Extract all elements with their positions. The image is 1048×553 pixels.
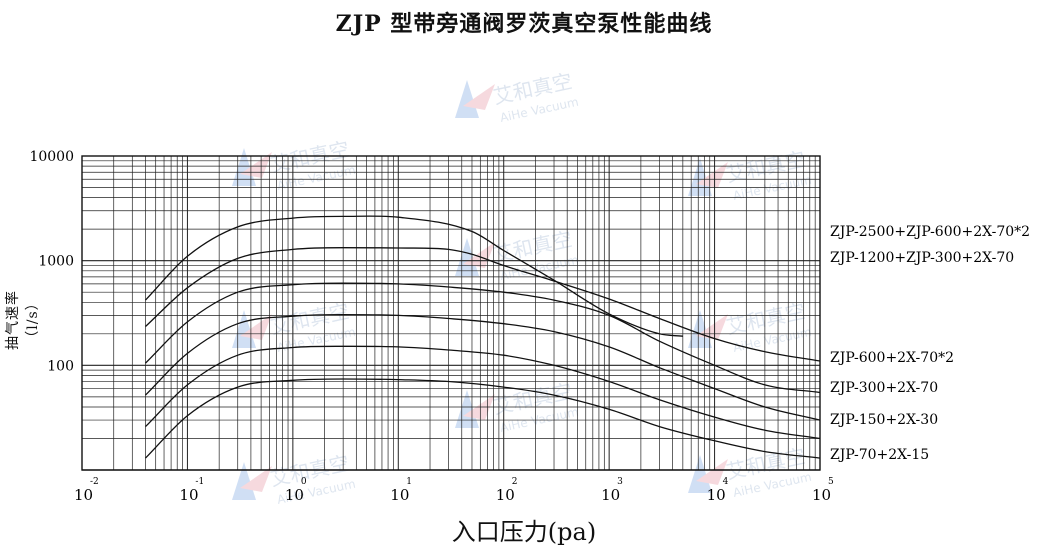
series-line: [145, 345, 821, 440]
watermark-logo-icon: [688, 158, 712, 196]
x-tick-exponent: -2: [90, 477, 99, 487]
y-tick-label: 10000: [29, 149, 74, 165]
watermark-logo-icon: [455, 390, 479, 428]
watermark-logo-icon: [688, 310, 712, 348]
watermark-logo-icon: [688, 455, 712, 493]
watermark-logo-icon: [455, 238, 479, 276]
x-tick-label: 10: [285, 486, 304, 504]
x-tick-label: 10: [601, 486, 620, 504]
x-tick-exponent: 5: [828, 477, 834, 487]
watermark-logo-accent-icon: [463, 84, 495, 110]
series-label: ZJP-150+2X-30: [830, 412, 938, 428]
watermark-logo-icon: [455, 80, 479, 118]
series-line: [145, 282, 821, 394]
y-tick-label: 100: [47, 358, 74, 374]
watermark-logo-accent-icon: [240, 466, 272, 492]
watermark-logo-accent-icon: [463, 242, 495, 268]
y-tick-label: 1000: [38, 254, 74, 270]
series-line: [145, 215, 683, 337]
series-label: ZJP-300+2X-70: [830, 380, 938, 396]
watermark-logo-accent-icon: [696, 459, 728, 485]
x-tick-exponent: 3: [617, 477, 623, 487]
plot-frame: [81, 155, 821, 471]
watermark-logo-accent-icon: [696, 162, 728, 188]
x-axis-label: 入口压力(pa): [451, 518, 597, 546]
x-tick-exponent: 0: [301, 477, 307, 487]
series-line: [145, 378, 821, 459]
x-tick-exponent: 1: [406, 477, 412, 487]
watermark-logo-accent-icon: [240, 152, 272, 178]
series-line: [145, 247, 821, 362]
series-line: [145, 313, 821, 421]
x-tick-label: 10: [390, 486, 409, 504]
series-label: ZJP-600+2X-70*2: [830, 350, 954, 366]
series-label: ZJP-2500+ZJP-600+2X-70*2: [830, 224, 1030, 240]
x-tick-label: 10: [812, 486, 831, 504]
x-tick-exponent: -1: [195, 477, 204, 487]
x-tick-label: 10: [179, 486, 198, 504]
watermark-logo-icon: [232, 462, 256, 500]
x-tick-label: 10: [74, 486, 93, 504]
x-tick-label: 10: [496, 486, 515, 504]
x-tick-label: 10: [707, 486, 726, 504]
series-label: ZJP-1200+ZJP-300+2X-70: [830, 250, 1014, 266]
chart-title: ZJP 型带旁通阀罗茨真空泵性能曲线: [335, 11, 713, 37]
x-tick-exponent: 2: [512, 477, 518, 487]
x-tick-exponent: 4: [723, 477, 729, 487]
series-label: ZJP-70+2X-15: [830, 447, 929, 463]
